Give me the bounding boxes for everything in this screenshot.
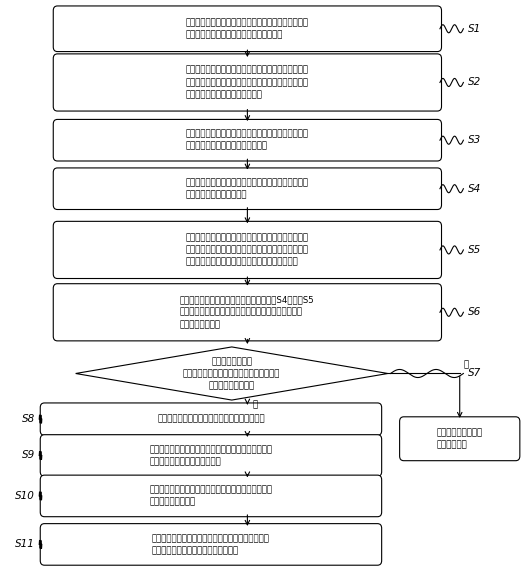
FancyBboxPatch shape <box>53 284 441 341</box>
Text: S5: S5 <box>468 245 481 255</box>
Text: 获取微电网群中每个微电网各季度典型日的历史风光数
据、负荷预测数据、新建风光发电设备容量: 获取微电网群中每个微电网各季度典型日的历史风光数 据、负荷预测数据、新建风光发电… <box>186 18 309 39</box>
Text: 各微电网独立建设
储能运营的年综合运营成本之和高于微电网
群年综合运营成本？: 各微电网独立建设 储能运营的年综合运营成本之和高于微电网 群年综合运营成本？ <box>183 357 280 390</box>
FancyBboxPatch shape <box>41 475 382 517</box>
Text: S4: S4 <box>468 184 481 194</box>
Text: 各微电网仍采用各自
独立运营模式: 各微电网仍采用各自 独立运营模式 <box>437 428 483 449</box>
Text: 是: 是 <box>252 401 258 410</box>
Text: S3: S3 <box>468 135 481 145</box>
Text: S11: S11 <box>15 539 35 549</box>
Text: S1: S1 <box>468 24 481 34</box>
Text: S6: S6 <box>468 307 481 317</box>
Text: 对微电网群储能容量优化配置模型进行求解，得到储能
的最优配置容量、微电网群年综合运营成本、四季典型
日中考虑储能参与运行后的微电网群总净功率曲线: 对微电网群储能容量优化配置模型进行求解，得到储能 的最优配置容量、微电网群年综合… <box>186 233 309 266</box>
FancyBboxPatch shape <box>53 222 441 279</box>
FancyBboxPatch shape <box>41 435 382 476</box>
FancyBboxPatch shape <box>41 524 382 565</box>
Text: S2: S2 <box>468 78 481 87</box>
Text: S8: S8 <box>22 414 35 424</box>
Text: 将能量贡献度和净功率波形相似度进行融合，得到各微
电网的成本分摊因子: 将能量贡献度和净功率波形相似度进行融合，得到各微 电网的成本分摊因子 <box>149 485 272 507</box>
FancyBboxPatch shape <box>53 168 441 209</box>
Text: 计算微电网群联合建设储能系统获取的额外收益: 计算微电网群联合建设储能系统获取的额外收益 <box>157 415 265 424</box>
Polygon shape <box>76 347 388 400</box>
Text: 根据成本分摊因子和额外收益，计算各微电网联合运
营后，各微电网需要承担的年运营成本: 根据成本分摊因子和额外收益，计算各微电网联合运 营后，各微电网需要承担的年运营成… <box>152 534 270 555</box>
Text: 将各微电网在各典型日下的净功率曲线进行叠加，得到
微电网群在各典型日下的净功率曲线: 将各微电网在各典型日下的净功率曲线进行叠加，得到 微电网群在各典型日下的净功率曲… <box>186 129 309 151</box>
FancyBboxPatch shape <box>53 120 441 161</box>
Text: 从能量贡献度、净功率波形相似度两个维度分别评估各
微电网对于额外收益的贡献程度: 从能量贡献度、净功率波形相似度两个维度分别评估各 微电网对于额外收益的贡献程度 <box>149 445 272 466</box>
Text: 以微电网群为整体，建立考虑储能参与优化运行的微电
网群储能容量优化配置模型: 以微电网群为整体，建立考虑储能参与优化运行的微电 网群储能容量优化配置模型 <box>186 178 309 199</box>
Text: S9: S9 <box>22 451 35 461</box>
FancyBboxPatch shape <box>53 54 441 111</box>
FancyBboxPatch shape <box>400 417 520 461</box>
FancyBboxPatch shape <box>41 403 382 436</box>
Text: S10: S10 <box>15 491 35 501</box>
Text: S7: S7 <box>468 368 481 378</box>
FancyBboxPatch shape <box>53 6 441 51</box>
Text: 通过风机与光伏出力模型计算各典型日下每个微电网的
发电出力曲线，并与各微电网的负荷曲线相减计算得到
各微电网在典型日下的净功率曲线: 通过风机与光伏出力模型计算各典型日下每个微电网的 发电出力曲线，并与各微电网的负… <box>186 66 309 99</box>
Text: 否: 否 <box>464 360 469 369</box>
Text: 分别以各微电网独立运营为对象，重复步骤S4、步骤S5
的建模求解过程，求解得到各微电网独立建设储能运营
的年综合运营成本: 分别以各微电网独立运营为对象，重复步骤S4、步骤S5 的建模求解过程，求解得到各… <box>180 296 315 329</box>
